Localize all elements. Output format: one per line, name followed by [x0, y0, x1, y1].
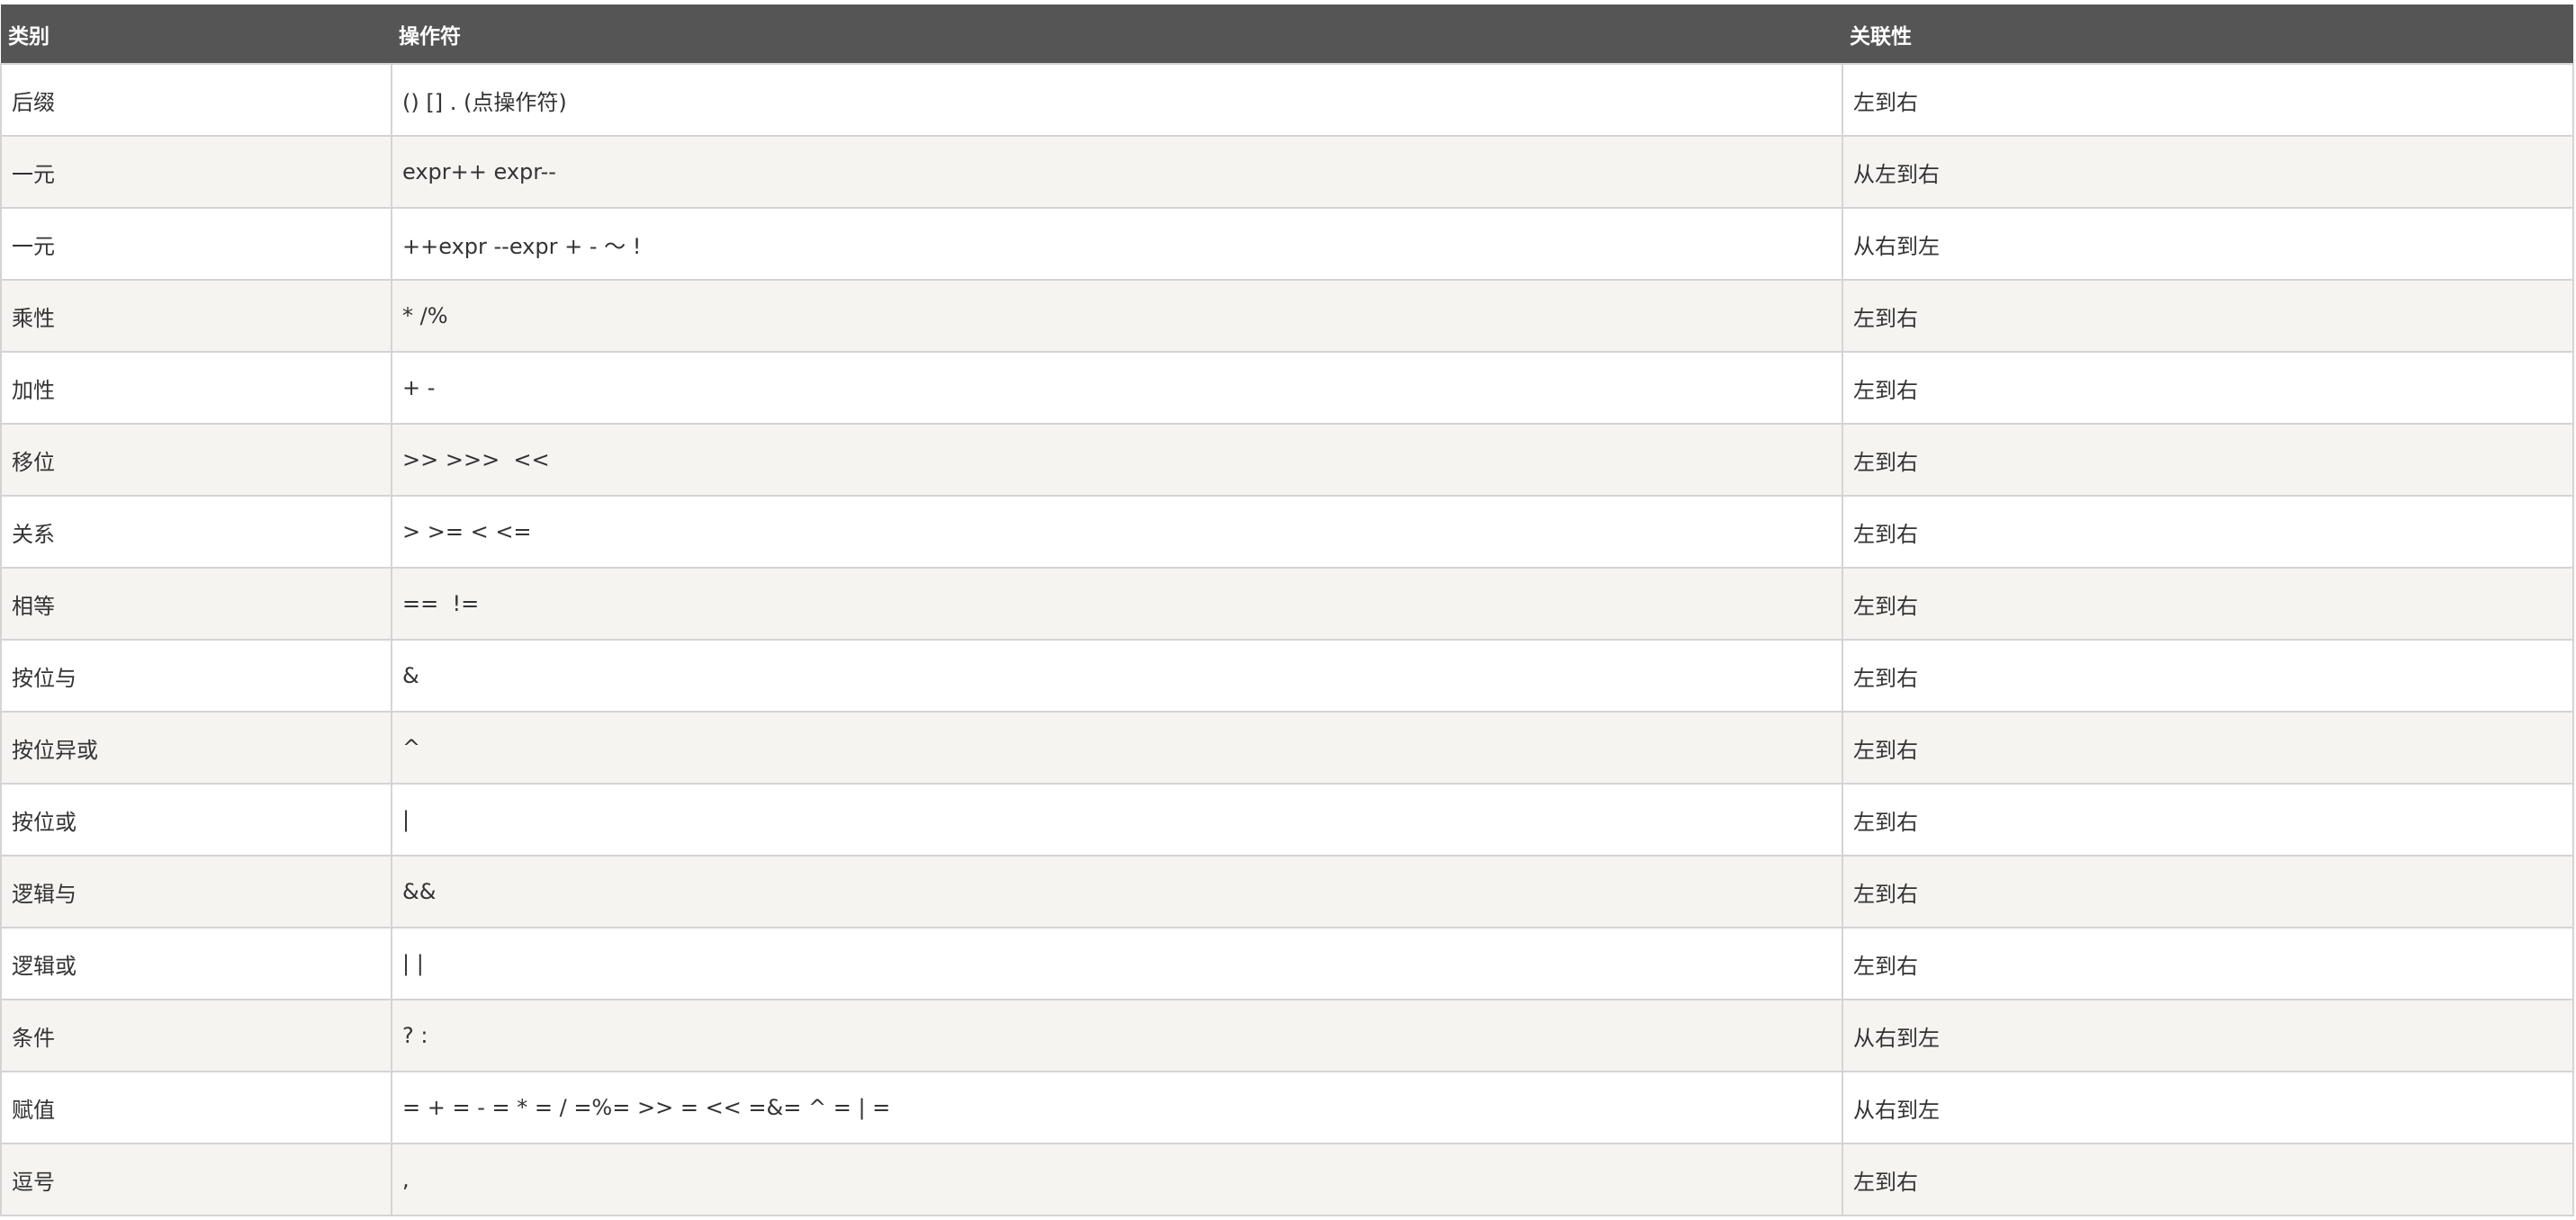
table-cell: 加性 [0, 351, 392, 425]
table-cell: 一元 [0, 207, 392, 281]
table-cell: 逻辑或 [0, 927, 392, 1000]
table-cell: 左到右 [1842, 495, 2574, 569]
header-row: 类别 操作符 关联性 [1, 4, 2573, 64]
table-row: 后缀() [] . (点操作符) 左到右 [0, 63, 2574, 137]
table-cell: 左到右 [1842, 63, 2574, 137]
table-cell: 按位与 [0, 639, 392, 713]
table-cell: expr++ expr-- [391, 135, 1843, 209]
table-cell: = + = - = * = / =%= >> = << =&= ^ = | = [391, 1071, 1843, 1144]
table-cell: 条件 [0, 999, 392, 1072]
table-cell: () [] . (点操作符) [391, 63, 1843, 137]
table-cell: 后缀 [0, 63, 392, 137]
table-cell: | [391, 783, 1843, 857]
table-cell: 左到右 [1842, 567, 2574, 641]
table-row: 乘性 * /% 左到右 [0, 279, 2574, 353]
table-cell: >> >>> << [391, 423, 1843, 497]
table-cell: 相等 [0, 567, 392, 641]
table-row: 关系 > >= < <= 左到右 [0, 495, 2574, 569]
table-cell: ? : [391, 999, 1843, 1072]
table-row: 按位异或 ^ 左到右 [0, 711, 2574, 785]
table-cell: 左到右 [1842, 855, 2574, 928]
table-cell: 左到右 [1842, 783, 2574, 857]
table-cell: 左到右 [1842, 279, 2574, 353]
header-cell: 操作符 [392, 4, 1842, 64]
table-cell: 移位 [0, 423, 392, 497]
table-row: 逻辑或 | | 左到右 [0, 927, 2574, 1000]
table-row: 条件? : 从右到左 [0, 999, 2574, 1072]
table-row: 加性 + - 左到右 [0, 351, 2574, 425]
header-cell: 类别 [1, 4, 392, 64]
table-cell: 从左到右 [1842, 135, 2574, 209]
table-cell: 左到右 [1842, 423, 2574, 497]
table-row: 相等 == != 左到右 [0, 567, 2574, 641]
table-cell: 乘性 [0, 279, 392, 353]
header-cell: 关联性 [1842, 4, 2573, 64]
table-cell: + - [391, 351, 1843, 425]
table-row: 一元 expr++ expr-- 从左到右 [0, 135, 2574, 209]
table-cell: | | [391, 927, 1843, 1000]
table-cell: 逗号 [0, 1143, 392, 1216]
table-cell: > >= < <= [391, 495, 1843, 569]
table-cell: 按位异或 [0, 711, 392, 785]
table-row: 赋值 = + = - = * = / =%= >> = << =&= ^ = | … [0, 1071, 2574, 1144]
table-cell: 从右到左 [1842, 207, 2574, 281]
table-row: 移位 >> >>> << 左到右 [0, 423, 2574, 497]
table-cell: 左到右 [1842, 639, 2574, 713]
table-cell: 左到右 [1842, 711, 2574, 785]
table-row: 逗号, 左到右 [0, 1143, 2574, 1216]
table-cell: 从右到左 [1842, 1071, 2574, 1144]
table-body: 后缀() [] . (点操作符) 左到右 一元 expr++ expr-- 从左到右 一元… [0, 63, 2574, 1216]
table-cell: * /% [391, 279, 1843, 353]
table-cell: 一元 [0, 135, 392, 209]
table-cell: ++expr --expr + - ～ ! [391, 207, 1843, 281]
operator-table: 类别 操作符 关联性 后缀() [] . (点操作符) 左到右 一元 expr++ exp… [0, 4, 2574, 1216]
table-cell: 赋值 [0, 1071, 392, 1144]
table-cell: 左到右 [1842, 927, 2574, 1000]
table-cell: 从右到左 [1842, 999, 2574, 1072]
table-cell: & [391, 639, 1843, 713]
table-row: 逻辑与 && 左到右 [0, 855, 2574, 928]
table-cell: 关系 [0, 495, 392, 569]
table-cell: && [391, 855, 1843, 928]
table-row: 一元 ++expr --expr + - ～ ! 从右到左 [0, 207, 2574, 281]
table-row: 按位与 & 左到右 [0, 639, 2574, 713]
table-cell: 逻辑与 [0, 855, 392, 928]
table-cell: == != [391, 567, 1843, 641]
table-row: 按位或 | 左到右 [0, 783, 2574, 857]
table-cell: 左到右 [1842, 351, 2574, 425]
table-cell: 左到右 [1842, 1143, 2574, 1216]
table-cell: , [391, 1143, 1843, 1216]
table-cell: 按位或 [0, 783, 392, 857]
table-cell: ^ [391, 711, 1843, 785]
